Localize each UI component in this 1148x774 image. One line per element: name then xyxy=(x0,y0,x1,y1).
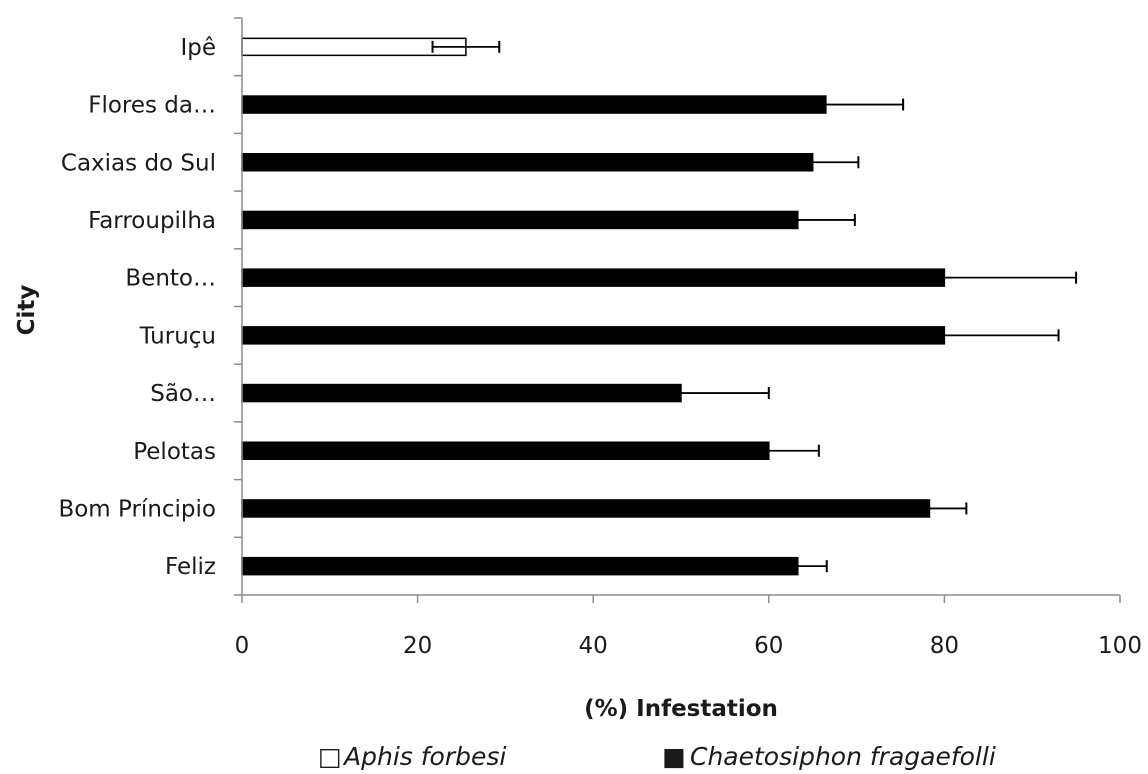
legend-item-series-1: ■ Chaetosiphon fragaefolli xyxy=(662,742,996,771)
category-label: Bento… xyxy=(125,266,216,292)
bar-series-1 xyxy=(241,383,682,403)
bar-series-1 xyxy=(241,499,931,518)
bar-series-1 xyxy=(241,556,799,576)
bar-series-1 xyxy=(241,268,946,287)
legend-swatch-series-0: □ xyxy=(318,742,342,771)
category-label: Flores da… xyxy=(88,93,216,119)
x-tick-label: 80 xyxy=(930,633,959,659)
x-tick-label: 40 xyxy=(579,633,608,659)
ticks-layer xyxy=(234,17,1121,603)
errorbars-layer xyxy=(431,40,1078,573)
category-labels: Ipê Flores da… Caxias do Sul Farroupilha Ben… xyxy=(58,35,216,580)
bar-series-1 xyxy=(241,95,827,114)
x-tick-label: 100 xyxy=(1098,633,1142,659)
category-label: Turuçu xyxy=(139,323,216,349)
legend-label-series-0: Aphis forbesi xyxy=(342,742,506,771)
x-tick-label: 0 xyxy=(235,633,250,659)
x-axis-title: (%) Infestation xyxy=(584,696,778,722)
category-label: Feliz xyxy=(165,554,216,580)
x-tick-labels: 0 20 40 60 80 100 xyxy=(235,633,1142,659)
category-label: Pelotas xyxy=(133,439,216,465)
y-axis-title: City xyxy=(14,285,40,336)
category-label: Caxias do Sul xyxy=(61,150,216,176)
legend-swatch-series-1: ■ xyxy=(662,742,686,771)
x-tick-label: 20 xyxy=(403,633,432,659)
legend-item-series-0: □ Aphis forbesi xyxy=(318,742,506,771)
bars-layer xyxy=(241,37,946,576)
bar-series-1 xyxy=(241,210,799,230)
bar-series-1 xyxy=(241,441,770,460)
bar-series-1 xyxy=(241,153,814,172)
legend: □ Aphis forbesi ■ Chaetosiphon fragaefol… xyxy=(318,742,996,771)
category-label: Farroupilha xyxy=(88,208,216,234)
category-label: Bom Príncipio xyxy=(58,496,216,522)
category-label: São… xyxy=(150,381,216,407)
bar-series-1 xyxy=(241,326,946,345)
legend-label-series-1: Chaetosiphon fragaefolli xyxy=(690,742,996,771)
category-label: Ipê xyxy=(180,35,216,61)
x-tick-label: 60 xyxy=(754,633,783,659)
